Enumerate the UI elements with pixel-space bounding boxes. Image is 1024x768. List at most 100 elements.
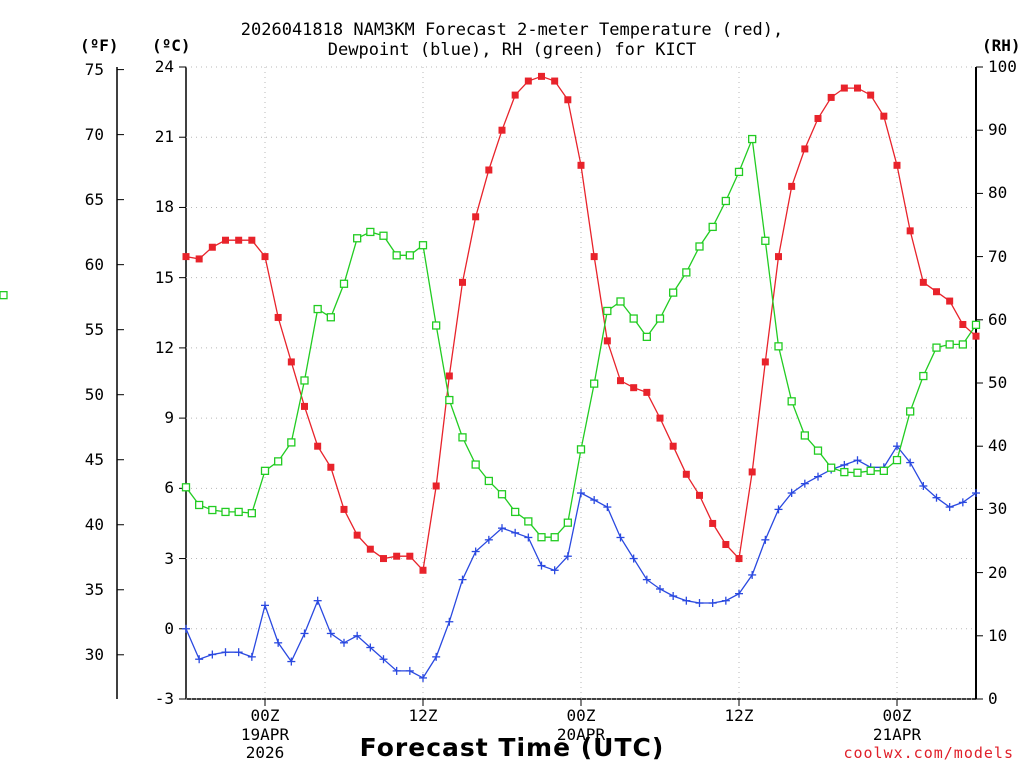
rh-point — [853, 468, 862, 477]
temperature-point — [972, 332, 980, 340]
dewpoint-point — [274, 638, 283, 647]
rh-point — [418, 241, 428, 250]
rh-point — [945, 340, 954, 349]
temperature-point — [761, 358, 769, 366]
temperature-point — [445, 372, 453, 380]
celsius-tick-label: 18 — [154, 197, 174, 217]
rh-point — [287, 438, 296, 447]
rh-point — [800, 431, 809, 440]
rh-point — [642, 332, 651, 342]
rh-point — [274, 457, 283, 466]
temperature-point — [735, 555, 743, 563]
celsius-tick-label: 21 — [154, 127, 174, 147]
fahrenheit-tick-label: 30 — [84, 644, 104, 664]
x-tick-label: 12Z — [408, 706, 438, 725]
rh-point — [932, 343, 941, 352]
dewpoint-point — [642, 575, 651, 584]
temperature-point — [696, 491, 703, 499]
dewpoint-point — [353, 631, 362, 640]
rh-point — [511, 507, 520, 517]
dewpoint-point — [550, 566, 559, 575]
celsius-tick-label: 3 — [164, 548, 174, 568]
temperature-point — [393, 552, 401, 560]
temperature-point — [459, 278, 466, 286]
rh-point — [0, 291, 8, 300]
dewpoint-point — [366, 643, 375, 652]
dewpoint-point — [748, 570, 757, 579]
rh-tick-label: 30 — [988, 499, 1008, 519]
temperature-point — [919, 278, 927, 286]
rh-point — [748, 134, 757, 144]
temperature-point — [840, 84, 848, 92]
dewpoint-point — [840, 460, 849, 469]
rh-point — [669, 288, 678, 297]
rh-point — [958, 340, 967, 349]
dewpoint-point — [787, 489, 796, 498]
temperature-point — [933, 288, 940, 296]
dewpoint-point — [392, 666, 401, 675]
temperature-point — [788, 182, 796, 190]
temperature-point — [235, 236, 243, 244]
rh-point — [550, 533, 559, 542]
rh-tick-label: 70 — [988, 246, 1008, 266]
dewpoint-point — [958, 498, 967, 507]
rh-tick-label: 80 — [988, 183, 1008, 203]
temperature-point — [353, 531, 361, 539]
x-tick-label: 00Z — [882, 706, 912, 725]
dewpoint-point — [313, 596, 322, 605]
dewpoint-point — [484, 535, 493, 544]
celsius-tick-label: 9 — [164, 408, 174, 428]
temperature-point — [195, 255, 203, 263]
dewpoint-point — [906, 458, 915, 467]
fahrenheit-tick-label: 40 — [84, 514, 104, 534]
rh-point — [761, 236, 770, 245]
dewpoint-point — [682, 596, 691, 605]
dewpoint-point — [761, 535, 770, 544]
rh-point — [892, 455, 902, 465]
dewpoint-point — [853, 456, 862, 465]
temperature-point — [722, 541, 730, 549]
x-tick-year: 2026 — [245, 743, 285, 762]
temperature-point — [827, 93, 835, 101]
temperature-point — [656, 414, 664, 422]
dewpoint-point — [287, 657, 296, 666]
temperature-point — [287, 358, 295, 366]
temperature-point — [472, 213, 480, 221]
temperature-point — [261, 253, 269, 261]
chart-title-line1: 2026041818 NAM3KM Forecast 2-meter Tempe… — [240, 20, 784, 40]
temperature-point — [314, 442, 322, 450]
rh-point — [603, 306, 612, 316]
dewpoint-point — [774, 505, 783, 514]
dewpoint-point — [405, 666, 414, 675]
rh-point — [392, 251, 401, 260]
rh-point — [247, 509, 256, 518]
dewpoint-point — [432, 652, 441, 661]
rh-point — [221, 507, 230, 517]
rh-tick-label: 60 — [988, 309, 1008, 329]
temperature-point — [617, 377, 624, 385]
fahrenheit-tick-label: 35 — [84, 579, 104, 599]
dewpoint-point — [419, 673, 427, 682]
dewpoint-point — [800, 479, 809, 488]
rh-point — [708, 222, 717, 232]
celsius-tick-label: 6 — [164, 478, 174, 498]
temperature-point — [182, 253, 190, 261]
rh-point — [616, 297, 625, 306]
temperature-point — [709, 519, 717, 527]
dewpoint-point — [590, 496, 599, 505]
credit-link[interactable]: coolwx.com/models — [843, 744, 1014, 762]
temperature-point — [959, 320, 967, 328]
temperature-point — [274, 313, 282, 321]
rh-point — [682, 268, 691, 277]
rh-point — [721, 196, 730, 206]
rh-point — [655, 314, 665, 323]
dewpoint-point — [300, 629, 309, 638]
temperature-point — [485, 166, 493, 174]
axes — [116, 66, 983, 706]
dewpoint-point — [340, 638, 348, 647]
dewpoint-point — [945, 503, 954, 512]
dewpoint-point — [195, 655, 204, 664]
temperature-point — [775, 253, 782, 261]
temperature-point — [643, 388, 651, 396]
dewpoint-point — [669, 592, 678, 601]
